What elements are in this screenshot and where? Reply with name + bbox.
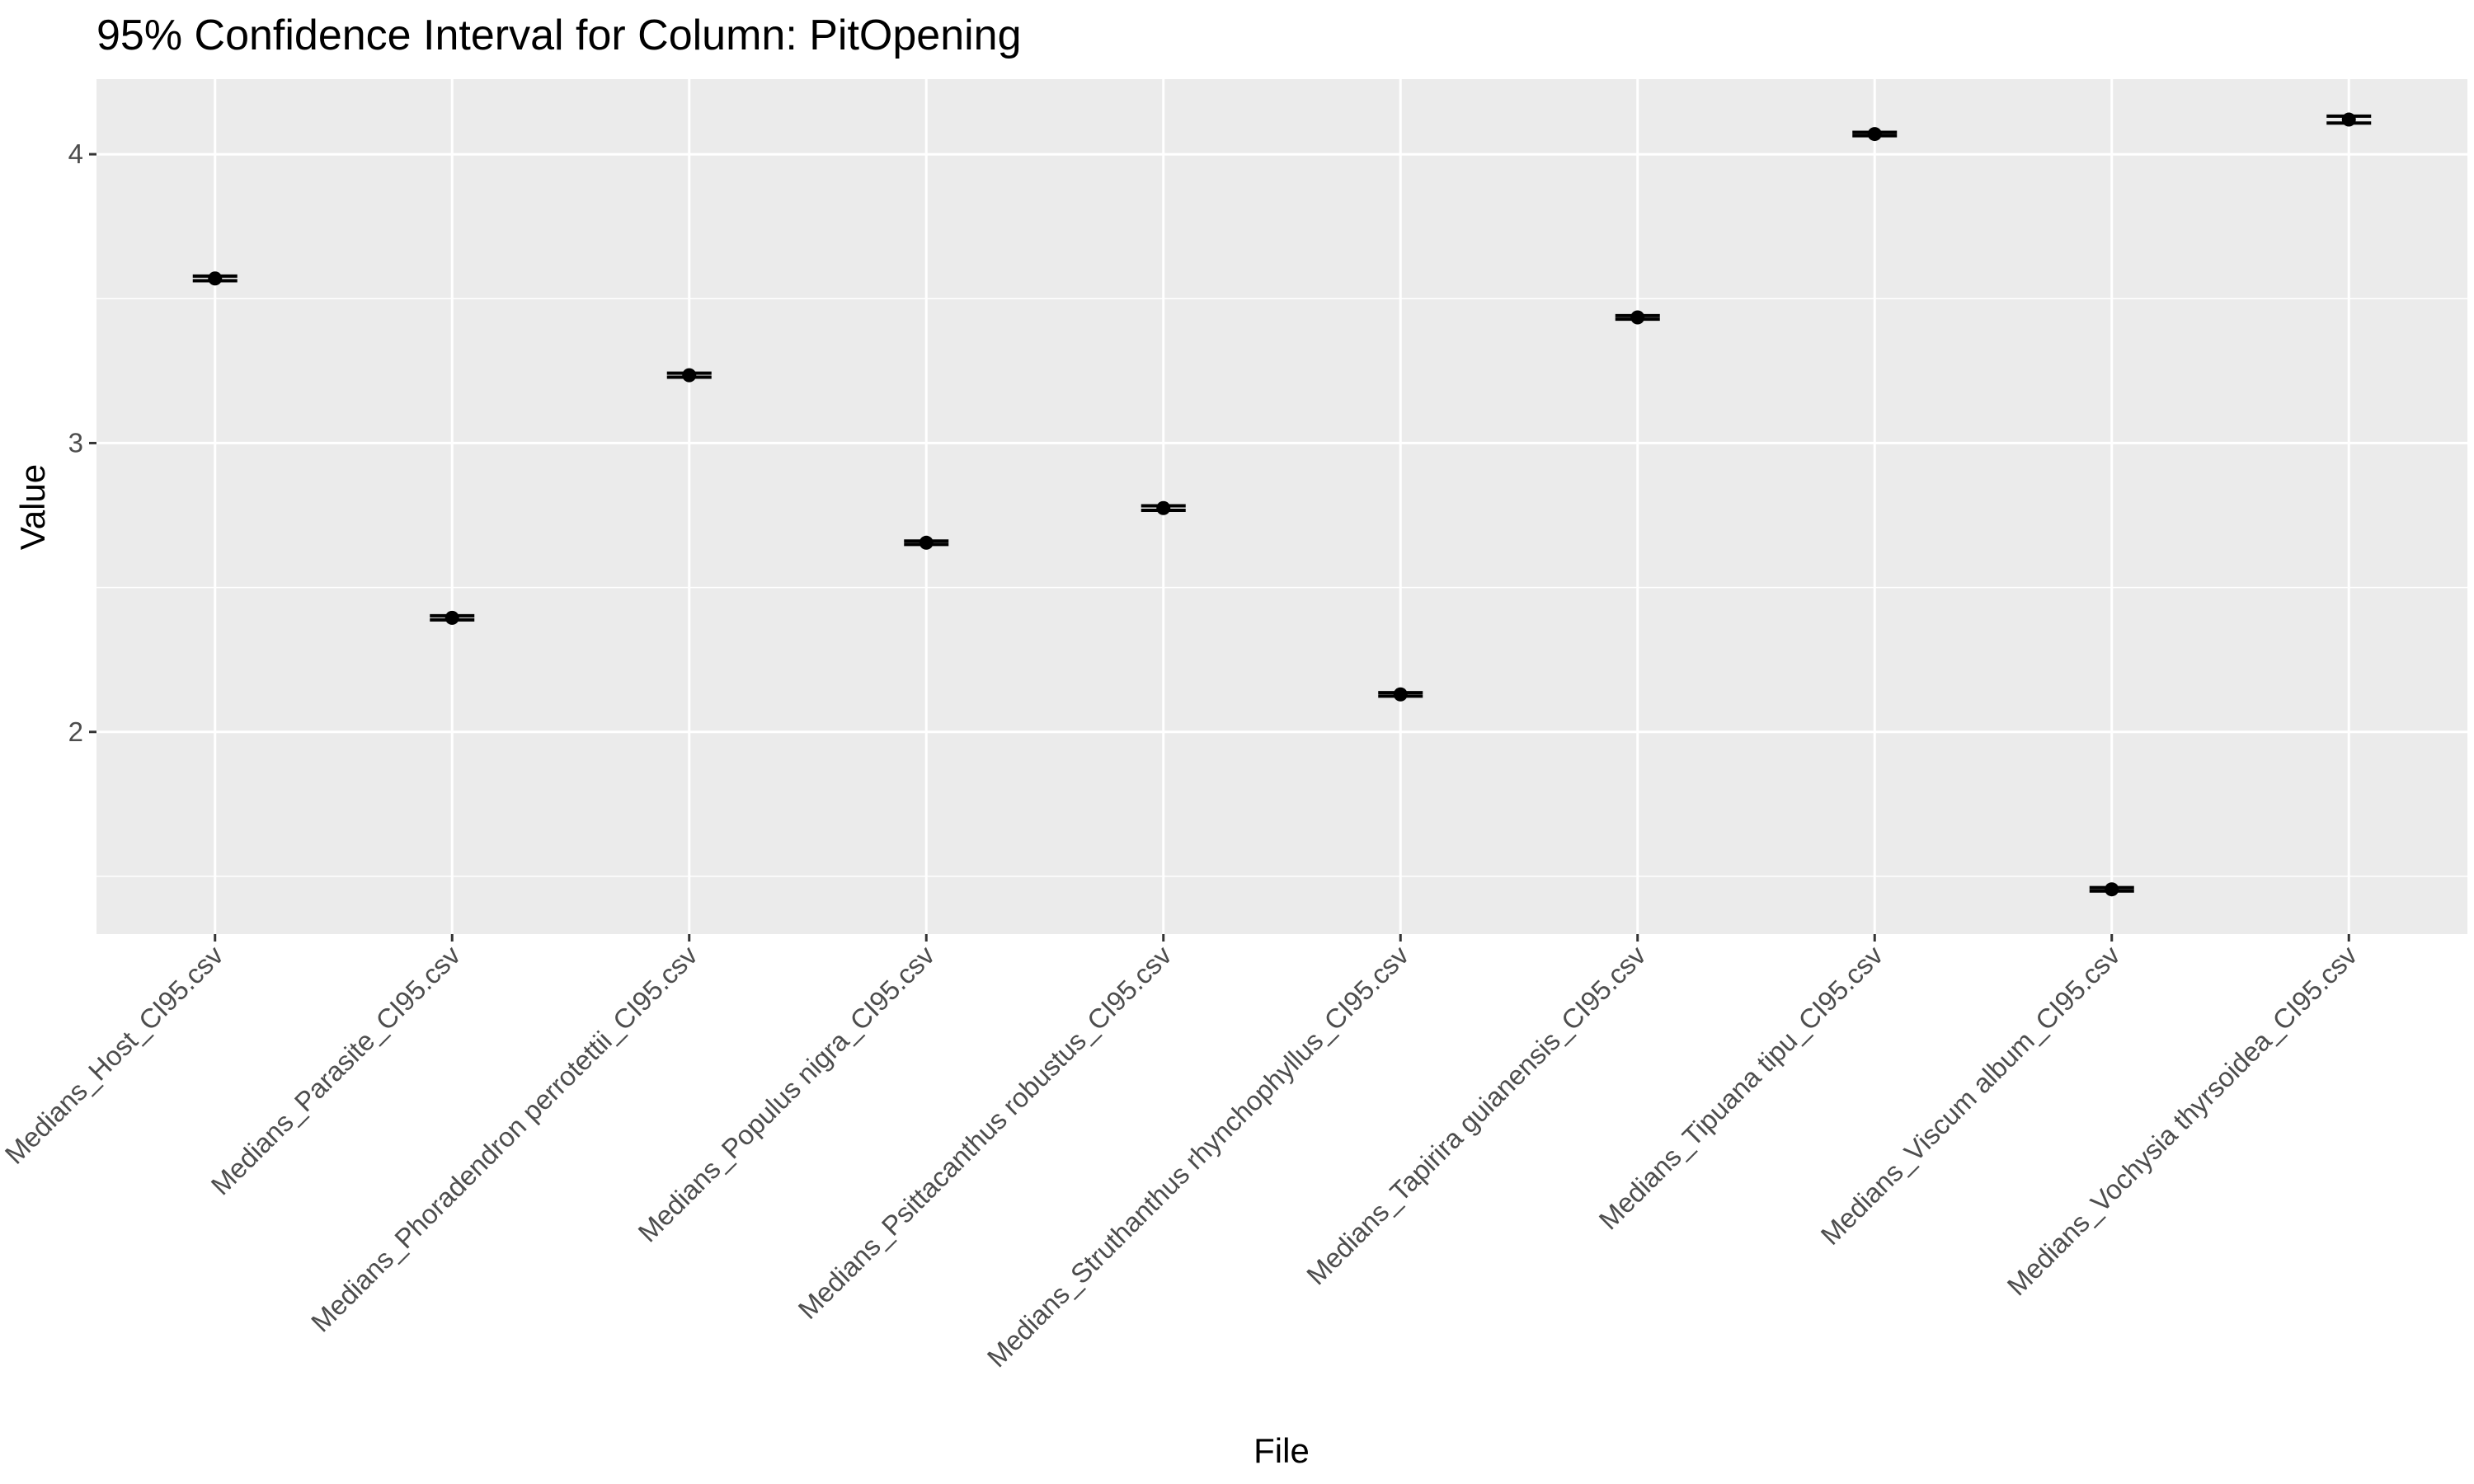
median-point [2341,112,2356,127]
y-tick-label: 4 [68,139,83,169]
x-tick-label: Medians_Tipuana tipu_CI95.csv [1593,939,1889,1235]
x-tick-label: Medians_Parasite_CI95.csv [205,939,467,1200]
median-point [1156,500,1171,515]
median-point [2105,882,2119,897]
minor-gridlines [96,298,2467,877]
y-axis: 2 3 4 [68,139,96,747]
x-tick-label: Medians_Host_CI95.csv [0,939,229,1169]
median-point [444,610,459,625]
x-axis: Medians_Host_CI95.csvMedians_Parasite_CI… [0,934,2363,1373]
y-axis-title: Value [13,464,52,550]
median-point [682,368,697,383]
x-axis-title: File [1253,1431,1310,1470]
median-point [919,535,934,550]
y-tick-label: 2 [68,716,83,747]
median-point [208,271,223,286]
x-tick-label: Medians_Psittacanthus robustus_CI95.csv [793,939,1178,1325]
median-point [1630,310,1645,325]
y-tick-label: 3 [68,427,83,458]
data-marks [192,112,2372,897]
x-tick-label: Medians_Struthanthus rhynchophyllus_CI95… [981,939,1415,1373]
median-point [1393,687,1408,702]
median-point [1867,127,1882,142]
plot-panel [96,79,2467,934]
chart-title: 95% Confidence Interval for Column: PitO… [96,12,1022,59]
x-tick-label: Medians_Phoradendron perrotettii_CI95.cs… [305,939,703,1337]
